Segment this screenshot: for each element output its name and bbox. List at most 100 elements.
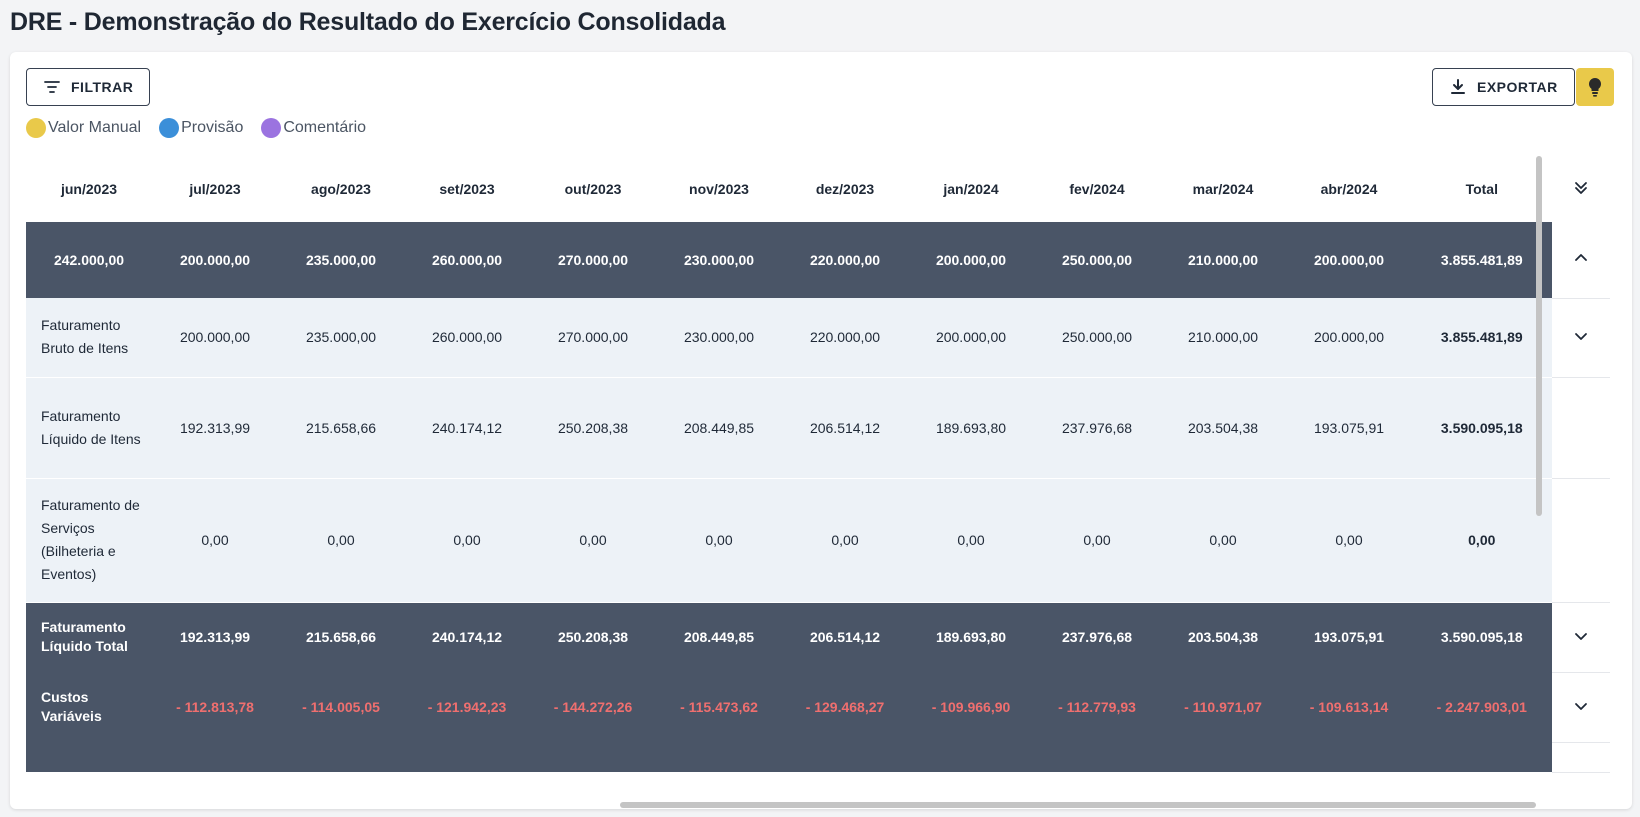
cell — [1286, 742, 1412, 772]
cell: 215.658,66 — [278, 377, 404, 479]
cell: 230.000,00 — [656, 222, 782, 298]
cell: 235.000,00 — [278, 222, 404, 298]
cell: 237.976,68 — [1034, 377, 1160, 479]
chevron-up-icon — [1574, 254, 1587, 262]
lightbulb-icon — [1588, 77, 1602, 97]
collapse-row-button[interactable] — [1551, 222, 1610, 299]
horizontal-scrollbar[interactable] — [620, 802, 1536, 808]
cell: 250.000,00 — [1034, 298, 1160, 378]
chevron-down-icon — [1574, 702, 1587, 710]
cell: 0,00 — [278, 478, 404, 603]
table-row: Faturamento Líquido Total 192.313,99 215… — [26, 602, 1610, 673]
table-row: Faturamento Líquido de Itens 192.313,99 … — [26, 377, 1610, 479]
download-icon — [1451, 79, 1465, 94]
cell — [152, 742, 278, 772]
column-header: fev/2024 — [1034, 156, 1160, 222]
cell: 200.000,00 — [908, 222, 1034, 298]
expand-row-button[interactable] — [1551, 672, 1610, 743]
tips-button[interactable] — [1576, 68, 1614, 106]
cell: 0,00 — [656, 478, 782, 603]
cell: 210.000,00 — [1160, 222, 1286, 298]
cell: 215.658,66 — [278, 602, 404, 672]
cell: - 114.005,05 — [278, 672, 404, 742]
column-header: set/2023 — [404, 156, 530, 222]
cell — [1412, 742, 1552, 772]
total-cell: 3.855.481,89 — [1412, 222, 1552, 298]
filter-button[interactable]: FILTRAR — [26, 68, 151, 106]
table-row: Custos Variáveis - 112.813,78 - 114.005,… — [26, 672, 1610, 743]
total-cell: - 2.247.903,01 — [1412, 672, 1552, 742]
collapse-all-button[interactable] — [1551, 156, 1610, 222]
cell: - 109.613,14 — [1286, 672, 1412, 742]
cell: - 110.971,07 — [1160, 672, 1286, 742]
cell — [530, 742, 656, 772]
expand-row-button[interactable] — [1551, 602, 1610, 673]
cell: 270.000,00 — [530, 222, 656, 298]
cell: 200.000,00 — [908, 298, 1034, 378]
cell: 0,00 — [404, 478, 530, 603]
cell: 208.449,85 — [656, 377, 782, 479]
dre-card: FILTRAR EXPORTAR Valor Manual Provisão C… — [10, 52, 1632, 809]
legend-item-provisao: Provisão — [159, 118, 243, 138]
cell: 0,00 — [908, 478, 1034, 603]
expand-row-button[interactable] — [1551, 298, 1610, 378]
chevron-down-icon — [1574, 333, 1587, 340]
row-label: Faturamento Bruto de Itens — [26, 298, 152, 378]
legend-label: Comentário — [283, 119, 367, 136]
total-cell: 3.590.095,18 — [1412, 377, 1552, 479]
cell: 206.514,12 — [782, 602, 908, 672]
cell — [1034, 742, 1160, 772]
cell: 210.000,00 — [1160, 298, 1286, 378]
cell: 235.000,00 — [278, 298, 404, 378]
cell: 193.075,91 — [1286, 377, 1412, 479]
cell: 220.000,00 — [782, 298, 908, 378]
valor-manual-dot — [26, 118, 46, 138]
cell: 192.313,99 — [152, 602, 278, 672]
table-row: 242.000,00 200.000,00 235.000,00 260.000… — [26, 222, 1610, 299]
vertical-scrollbar[interactable] — [1536, 156, 1542, 516]
cell: 189.693,80 — [908, 602, 1034, 672]
cell: - 144.272,26 — [530, 672, 656, 742]
export-button[interactable]: EXPORTAR — [1432, 68, 1575, 106]
total-cell: 0,00 — [1412, 478, 1552, 603]
cell: 240.174,12 — [404, 377, 530, 479]
cell: 208.449,85 — [656, 602, 782, 672]
cell: 260.000,00 — [404, 298, 530, 378]
dre-table: jun/2023 jul/2023 ago/2023 set/2023 out/… — [26, 156, 1610, 773]
legend-item-comentario: Comentário — [261, 118, 366, 138]
legend: Valor Manual Provisão Comentário — [26, 118, 366, 138]
cell: 206.514,12 — [782, 377, 908, 479]
column-header: out/2023 — [530, 156, 656, 222]
export-button-label: EXPORTAR — [1477, 79, 1558, 95]
cell: 203.504,38 — [1160, 602, 1286, 672]
cell — [1551, 742, 1610, 773]
column-header: jul/2023 — [152, 156, 278, 222]
chevron-down-icon — [1574, 632, 1587, 640]
cell — [1160, 742, 1286, 772]
cell — [278, 742, 404, 772]
cell: 200.000,00 — [1286, 298, 1412, 378]
cell: 250.208,38 — [530, 602, 656, 672]
table-row: Faturamento Bruto de Itens 200.000,00 23… — [26, 298, 1610, 378]
cell: 0,00 — [1034, 478, 1160, 603]
cell — [404, 742, 530, 772]
row-action-empty — [1551, 377, 1610, 479]
double-chevron-down-icon — [1574, 181, 1587, 194]
total-cell: 3.590.095,18 — [1412, 602, 1552, 672]
cell: 260.000,00 — [404, 222, 530, 298]
column-header: nov/2023 — [656, 156, 782, 222]
cell: 0,00 — [152, 478, 278, 603]
legend-item-valor-manual: Valor Manual — [26, 118, 141, 138]
column-header: ago/2023 — [278, 156, 404, 222]
row-action-empty — [1551, 478, 1610, 603]
cell: 0,00 — [1160, 478, 1286, 603]
cell: 220.000,00 — [782, 222, 908, 298]
table-row-partial — [26, 742, 1610, 773]
provisao-dot — [159, 118, 180, 138]
cell: 230.000,00 — [656, 298, 782, 378]
cell: 200.000,00 — [152, 222, 278, 298]
column-header: abr/2024 — [1286, 156, 1412, 222]
cell: 203.504,38 — [1160, 377, 1286, 479]
cell: - 112.779,93 — [1034, 672, 1160, 742]
cell: 193.075,91 — [1286, 602, 1412, 672]
